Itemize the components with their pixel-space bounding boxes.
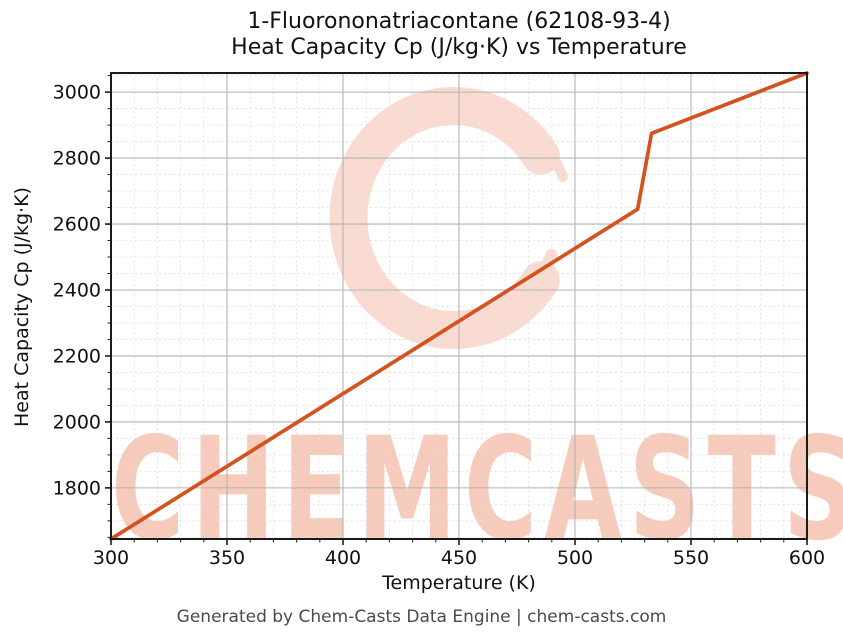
x-tick-label: 300 (93, 547, 129, 569)
footer-text: Generated by Chem-Casts Data Engine | ch… (176, 607, 667, 627)
y-tick-label: 2200 (53, 345, 101, 367)
y-tick-label: 1800 (53, 477, 101, 499)
x-tick-label: 350 (209, 547, 245, 569)
x-tick-label: 550 (673, 547, 709, 569)
x-tick-label: 600 (789, 547, 825, 569)
watermark-text: CHEMCASTS (111, 406, 843, 573)
y-axis-label: Heat Capacity Cp (J/kg·K) (11, 187, 33, 427)
y-tick-label: 2400 (53, 280, 101, 302)
x-tick-label: 450 (441, 547, 477, 569)
x-tick-label: 400 (325, 547, 361, 569)
x-axis-label: Temperature (K) (382, 572, 536, 594)
y-tick-label: 2800 (53, 148, 101, 170)
y-tick-label: 3000 (53, 82, 101, 104)
y-tick-label: 2000 (53, 411, 101, 433)
y-tick-label: 2600 (53, 214, 101, 236)
x-tick-label: 500 (557, 547, 593, 569)
chart-title-line2: Heat Capacity Cp (J/kg·K) vs Temperature (231, 35, 687, 60)
chart-title-line1: 1-Fluorononatriacontane (62108-93-4) (247, 9, 671, 34)
heat-capacity-line (109, 71, 809, 541)
